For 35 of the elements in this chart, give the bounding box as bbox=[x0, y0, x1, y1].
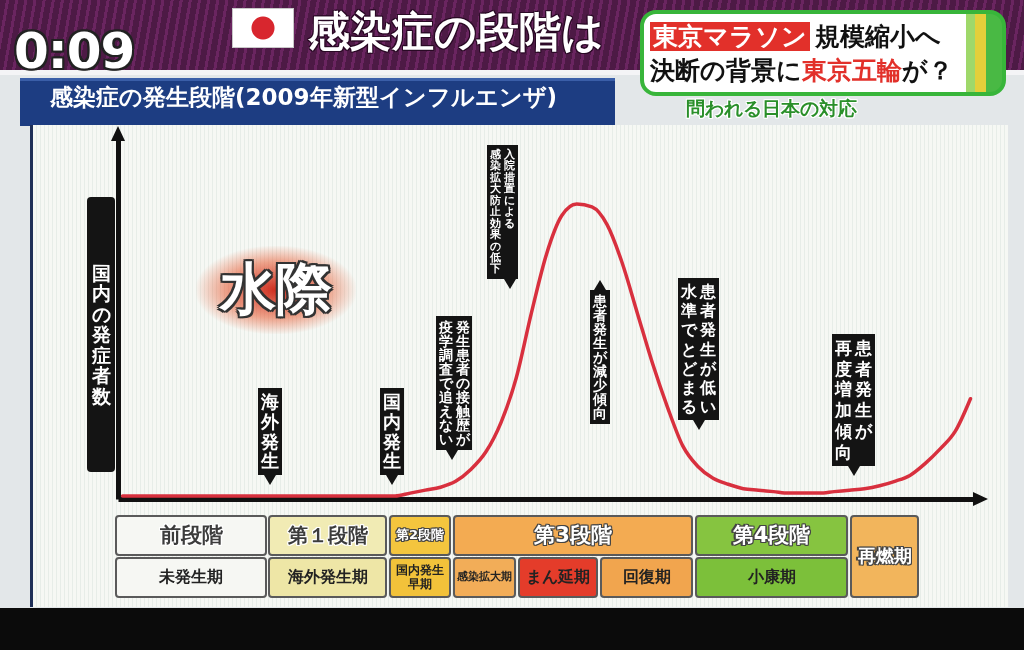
annotation: 患者発生が bbox=[855, 338, 872, 442]
text: 発生患者の接触歴が bbox=[455, 319, 470, 448]
text: 第4段階 bbox=[695, 515, 848, 556]
text: 感染拡大期 bbox=[453, 557, 516, 598]
annotation: 入院措置による bbox=[504, 148, 515, 230]
annotation: 水準でとどまる bbox=[681, 282, 697, 417]
text: 第2段階 bbox=[389, 515, 451, 556]
text: 東京マラソン bbox=[650, 22, 810, 51]
chart-title: 感染症の発生段階(2009年新型インフルエンザ) bbox=[49, 84, 558, 110]
text: 東京五輪 bbox=[802, 56, 902, 85]
text: 決断の背景に bbox=[650, 56, 802, 85]
text: 規模縮小へ bbox=[815, 22, 941, 51]
text: 小康期 bbox=[695, 557, 848, 598]
text: 問われる日本の対応 bbox=[686, 96, 857, 121]
text: 疫学調査で追えない bbox=[439, 319, 453, 448]
text: 患者発生が減少傾向 bbox=[593, 293, 607, 422]
text: 第3段階 bbox=[453, 515, 693, 556]
text: 回復期 bbox=[600, 557, 693, 598]
text: 0:09 bbox=[14, 22, 135, 80]
annotation: 患者発生が低い bbox=[700, 282, 716, 417]
annotation: 海外発生 bbox=[261, 391, 279, 472]
text: まん延期 bbox=[518, 557, 598, 598]
text: 感染症の段階は bbox=[308, 6, 604, 58]
annotation: 水際 bbox=[196, 246, 356, 334]
text: 感染拡大防止効果の低下 bbox=[490, 148, 501, 276]
text: 海外発生期 bbox=[268, 557, 387, 598]
text: 再燃期 bbox=[850, 515, 919, 598]
text: 国内発生早期 bbox=[389, 557, 451, 598]
text: 前段階 bbox=[115, 515, 267, 556]
annotation: 国内発生 bbox=[383, 391, 401, 472]
text: が？ bbox=[902, 56, 953, 85]
annotation: 再度増加傾向 bbox=[835, 338, 852, 463]
text: 第１段階 bbox=[268, 515, 387, 556]
y-axis-title: 国内の発症者数 bbox=[91, 261, 111, 407]
text: 未発生期 bbox=[115, 557, 267, 598]
